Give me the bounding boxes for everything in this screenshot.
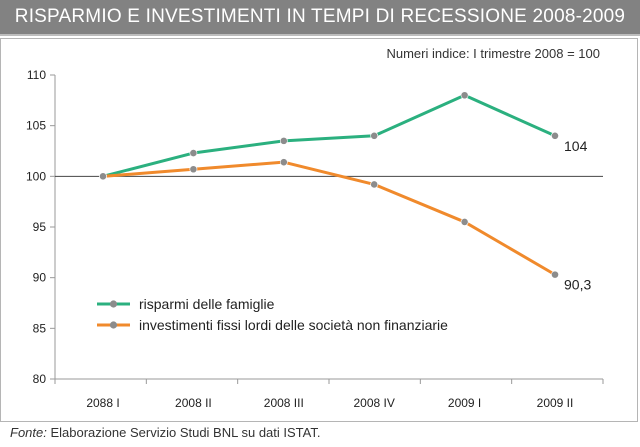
data-point <box>370 131 379 140</box>
y-tick-label: 90 <box>33 271 47 285</box>
x-tick-label: 2008 II <box>175 396 212 410</box>
data-point <box>189 149 198 157</box>
x-tick-label: 2009 II <box>537 396 574 410</box>
data-point <box>460 91 469 100</box>
series-line <box>102 93 556 178</box>
series-line <box>102 160 556 276</box>
x-tick-label: 2009 I <box>448 396 481 410</box>
y-tick-label: 95 <box>33 220 47 234</box>
x-tick-label: 2008 III <box>264 396 304 410</box>
data-point <box>99 172 107 181</box>
x-tick-label: 2088 I <box>86 396 119 410</box>
legend-label: risparmi delle famiglie <box>139 296 275 312</box>
y-tick-label: 85 <box>33 321 47 335</box>
chart-subtitle: Numeri indice: I trimestre 2008 = 100 <box>386 46 600 61</box>
data-point <box>279 158 288 167</box>
end-value-label: 104 <box>564 138 588 154</box>
data-point <box>551 270 559 279</box>
chart-panel <box>0 38 638 422</box>
chart-header: RISPARMIO E INVESTIMENTI IN TEMPI DI REC… <box>0 0 640 34</box>
source-note: Fonte: Elaborazione Servizio Studi BNL s… <box>10 425 320 440</box>
y-tick-label: 100 <box>26 169 46 183</box>
data-point <box>279 136 288 145</box>
legend-marker <box>109 321 118 329</box>
end-value-label: 90,3 <box>564 277 591 293</box>
source-text: Elaborazione Servizio Studi BNL su dati … <box>46 425 321 440</box>
data-point <box>189 165 198 174</box>
x-tick-label: 2008 IV <box>354 396 395 410</box>
data-point <box>551 131 559 140</box>
data-point <box>370 180 379 189</box>
chart-title: RISPARMIO E INVESTIMENTI IN TEMPI DI REC… <box>14 6 626 27</box>
legend-marker <box>109 300 118 308</box>
data-point <box>460 218 469 226</box>
header-rule <box>0 34 640 36</box>
legend-label: investimenti fissi lordi delle società n… <box>139 317 448 333</box>
source-label: Fonte: <box>10 425 47 440</box>
y-tick-label: 105 <box>26 119 46 133</box>
y-tick-label: 80 <box>33 372 47 386</box>
y-tick-label: 110 <box>27 68 46 82</box>
